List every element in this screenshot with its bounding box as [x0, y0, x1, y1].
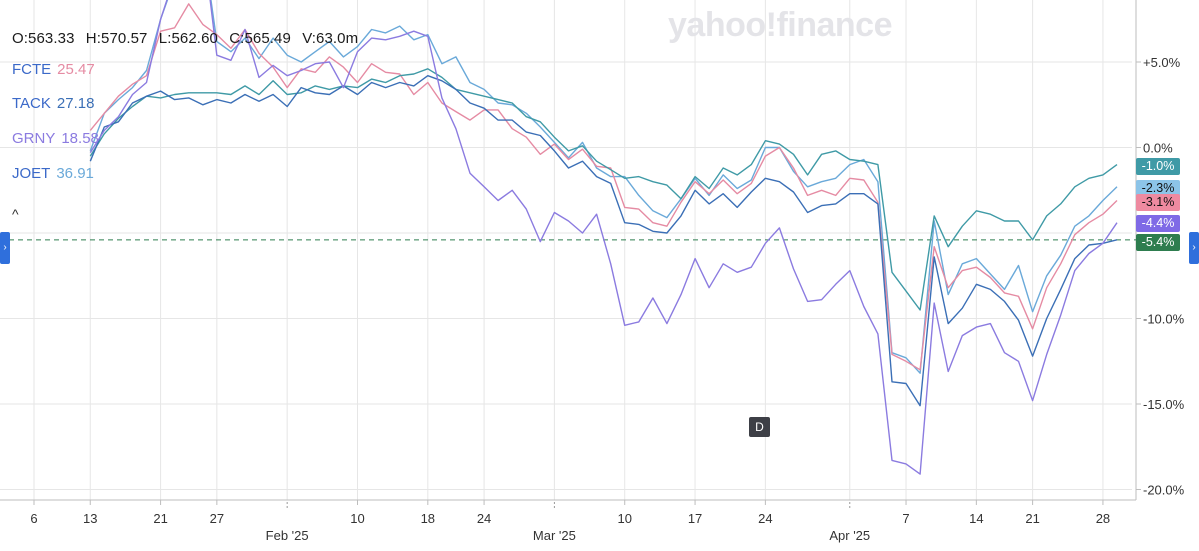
end-value-label: -5.4% [1136, 234, 1180, 251]
left-panel-tab[interactable]: › [0, 232, 10, 264]
high-value: H:570.57 [85, 30, 148, 47]
grid-lines [0, 0, 1132, 500]
series-line-fcte[interactable] [89, 3, 1118, 371]
x-tick-label: 7 [902, 511, 909, 526]
tick-labels: +5.0% 0.0% -10.0% -15.0% -20.0% 6 13 21 27 Feb '2… [30, 55, 1184, 543]
collapse-legend-button[interactable]: ^ [12, 206, 19, 222]
x-tick-label: 24 [758, 511, 772, 526]
y-tick-label: -20.0% [1143, 483, 1185, 498]
end-value-label: -3.1% [1136, 194, 1180, 211]
ohlc-readout: O:563.33 H:570.57 L:562.60 C:565.49 V:63… [12, 30, 365, 47]
x-tick-label: 27 [210, 511, 224, 526]
x-tick-label: 28 [1096, 511, 1110, 526]
yahoo-finance-logo: yahoo!finance [668, 6, 892, 44]
legend-value: 27.18 [56, 95, 95, 112]
axes [0, 0, 1137, 501]
x-month-label: Mar '25 [533, 528, 576, 543]
series-line-teal[interactable] [89, 68, 1118, 311]
y-tick-label: -10.0% [1143, 312, 1185, 327]
right-panel-tab[interactable]: › [1189, 232, 1199, 264]
x-tick-label: 18 [421, 511, 435, 526]
low-value: L:562.60 [158, 30, 218, 47]
x-tick-label: 17 [688, 511, 702, 526]
volume-value: V:63.0m [302, 30, 359, 47]
legend-symbol: FCTE [12, 61, 52, 78]
x-tick-label: 10 [617, 511, 631, 526]
legend-symbol: JOET [12, 165, 51, 182]
legend-item-joet[interactable]: JOET 36.91 [12, 165, 94, 182]
x-month-label: Feb '25 [266, 528, 309, 543]
legend-item-tack[interactable]: TACK 27.18 [12, 95, 94, 112]
legend-value: 18.58 [61, 130, 99, 147]
legend-value: 36.91 [56, 165, 94, 182]
end-value-label: -4.4% [1136, 215, 1180, 232]
y-tick-label: 0.0% [1143, 141, 1173, 156]
y-tick-label: -15.0% [1143, 397, 1185, 412]
legend-item-fcte[interactable]: FCTE 25.47 [12, 61, 95, 78]
series-line-joet[interactable] [89, 0, 1118, 374]
x-tick-label: 24 [477, 511, 491, 526]
x-tick-label: 13 [83, 511, 97, 526]
legend-value: 25.47 [57, 61, 95, 78]
x-month-label: Apr '25 [829, 528, 870, 543]
x-tick-label: 21 [153, 511, 167, 526]
legend-symbol: GRNY [12, 130, 56, 147]
x-tick-label: 6 [30, 511, 37, 526]
y-tick-label: +5.0% [1143, 55, 1181, 70]
x-tick-label: 10 [350, 511, 364, 526]
close-value: C:565.49 [229, 30, 291, 47]
dividend-event-badge[interactable]: D [749, 417, 770, 437]
open-value: O:563.33 [12, 30, 75, 47]
x-tick-label: 14 [969, 511, 983, 526]
legend-symbol: TACK [12, 95, 51, 112]
series-line-grny[interactable] [89, 0, 1118, 475]
legend-item-grny[interactable]: GRNY 18.58 [12, 130, 99, 147]
end-value-label: -2.3% [1136, 180, 1180, 197]
series-line-tack[interactable] [89, 75, 1118, 407]
series-lines [89, 0, 1118, 475]
end-value-label: -1.0% [1136, 158, 1180, 175]
x-tick-label: 21 [1025, 511, 1039, 526]
